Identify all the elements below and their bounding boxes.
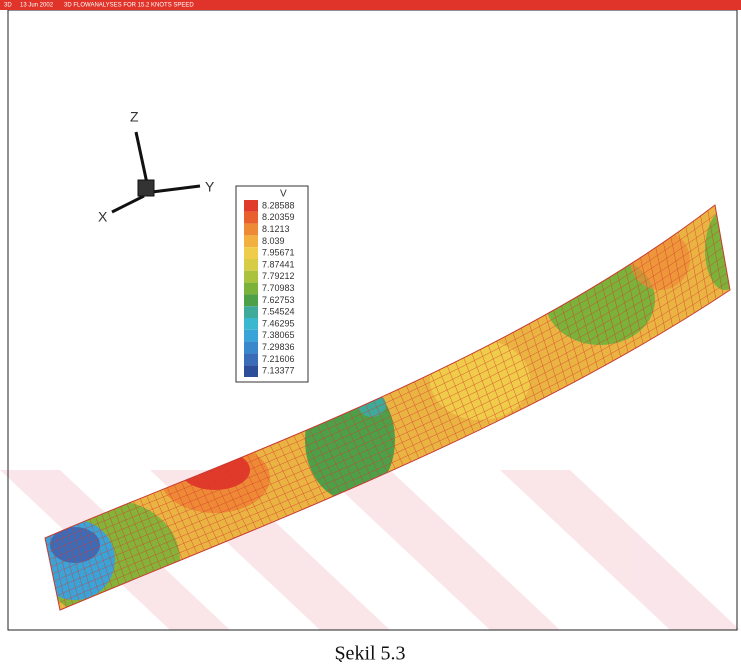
legend-title: V — [280, 189, 287, 200]
legend-swatch — [244, 247, 258, 259]
legend-label: 7.62753 — [262, 295, 295, 305]
figure: 3D 13 Jun 2002 3D FLOWANALYSES FOR 15.2 … — [0, 0, 741, 662]
caption: Şekil 5.3 — [334, 643, 405, 662]
legend-swatch — [244, 283, 258, 295]
legend-label: 7.29836 — [262, 342, 295, 352]
legend-swatch — [244, 235, 258, 247]
legend-label: 7.87441 — [262, 259, 295, 269]
legend-swatch — [244, 271, 258, 283]
legend-swatch — [244, 212, 258, 224]
legend-swatch — [244, 353, 258, 365]
legend-label: 7.70983 — [262, 283, 295, 293]
axis-triad — [112, 132, 200, 212]
legend-label: 8.20359 — [262, 212, 295, 222]
legend-swatch — [244, 306, 258, 318]
legend-label: 7.38065 — [262, 330, 295, 340]
legend-swatch — [244, 224, 258, 236]
legend: V 8.28588 8.20359 8.1213 8.039 7.956717.8744… — [236, 186, 308, 382]
legend-label: 7.13377 — [262, 366, 295, 376]
axis-label-x: X — [98, 209, 108, 225]
legend-swatch — [244, 200, 258, 212]
legend-label: 8.28588 — [262, 200, 295, 210]
legend-swatch — [244, 318, 258, 330]
header-tag: 3D — [4, 3, 12, 9]
legend-label: 7.54524 — [262, 307, 295, 317]
header-title: 3D FLOWANALYSES FOR 15.2 KNOTS SPEED — [64, 3, 194, 9]
legend-label: 7.21606 — [262, 354, 295, 364]
legend-label: 8.1213 — [262, 224, 290, 234]
legend-swatch — [244, 365, 258, 377]
legend-swatch — [244, 330, 258, 342]
legend-label: 7.46295 — [262, 318, 295, 328]
page: {"header": {"tag": "3D", "date": "13 Jun… — [0, 0, 741, 662]
axis-label-y: Y — [205, 179, 215, 195]
legend-swatch — [244, 342, 258, 354]
axis-label-z: Z — [130, 109, 139, 125]
legend-swatch — [244, 259, 258, 271]
legend-swatch — [244, 294, 258, 306]
legend-label: 8.039 — [262, 236, 285, 246]
header-date: 13 Jun 2002 — [20, 3, 54, 9]
legend-label: 7.79212 — [262, 271, 295, 281]
legend-label: 7.95671 — [262, 248, 295, 258]
